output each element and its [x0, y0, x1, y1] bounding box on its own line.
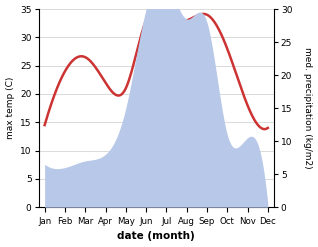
- Y-axis label: max temp (C): max temp (C): [5, 77, 15, 139]
- X-axis label: date (month): date (month): [117, 231, 195, 242]
- Y-axis label: med. precipitation (kg/m2): med. precipitation (kg/m2): [303, 47, 313, 169]
